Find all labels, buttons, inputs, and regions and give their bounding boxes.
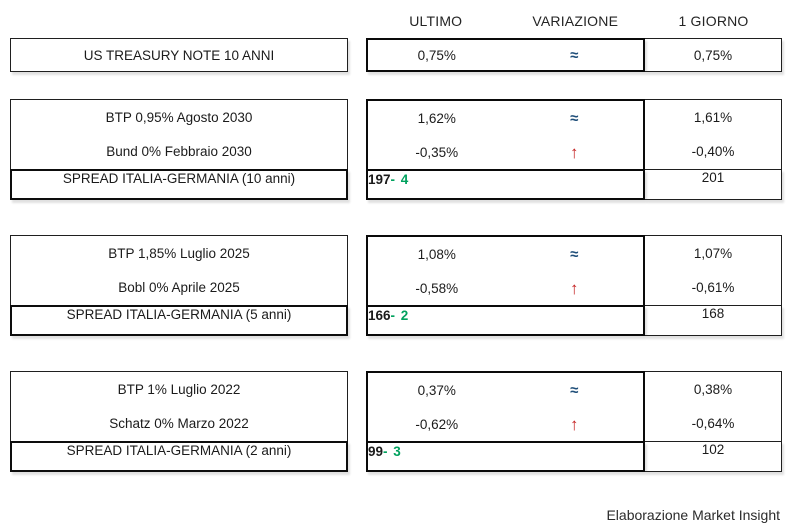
spread-giorno: 102 (701, 442, 725, 457)
up-arrow-icon: ↑ (570, 414, 579, 434)
giorno-box: 0,38% -0,64% (645, 371, 782, 441)
values-box: 1,62% ≈ -0,35% ↑ (366, 99, 645, 169)
instrument-label: BTP 1,85% Luglio 2025 (108, 245, 250, 261)
us-treasury-section: US TREASURY NOTE 10 ANNI 0,75% ≈ 0,75% (10, 38, 794, 72)
ultimo-value: 0,37% (417, 382, 456, 398)
spread-5y-section: BTP 1,85% Luglio 2025 Bobl 0% Aprile 202… (10, 235, 794, 336)
instrument-label: Bund 0% Febbraio 2030 (106, 144, 252, 160)
spread-giorno: 201 (701, 170, 725, 185)
spread-variation: - 2 (390, 308, 410, 323)
column-header-variazione: VARIAZIONE (532, 13, 619, 29)
spread-giorno-cell: 201 (645, 169, 782, 200)
labels-box: US TREASURY NOTE 10 ANNI (10, 38, 348, 72)
column-headers: ULTIMO VARIAZIONE 1 GIORNO (10, 8, 794, 34)
giorno-value: 1,07% (693, 245, 733, 261)
values-box: 0,37% ≈ -0,62% ↑ (366, 371, 645, 441)
instrument-label: BTP 1% Luglio 2022 (117, 381, 241, 397)
up-arrow-icon: ↑ (570, 278, 579, 298)
giorno-value: -0,64% (691, 416, 735, 432)
spread-label-cell: SPREAD ITALIA-GERMANIA (2 anni) (10, 441, 348, 472)
giorno-value: 0,38% (693, 381, 733, 397)
ultimo-value: -0,58% (415, 280, 459, 296)
instrument-label: BTP 0,95% Agosto 2030 (105, 109, 253, 125)
spread-value: 166 (368, 308, 391, 323)
labels-box: BTP 1% Luglio 2022 Schatz 0% Marzo 2022 (10, 371, 348, 441)
approx-equal-icon: ≈ (570, 245, 579, 263)
spread-label: SPREAD ITALIA-GERMANIA (5 anni) (66, 307, 292, 322)
giorno-value: -0,61% (691, 280, 735, 296)
column-header-ultimo: ULTIMO (409, 13, 463, 29)
spread-values-cell: 99 - 3 (366, 441, 645, 472)
values-box: 1,08% ≈ -0,58% ↑ (366, 235, 645, 305)
spread-giorno-cell: 168 (645, 305, 782, 336)
instrument-label: Bobl 0% Aprile 2025 (118, 280, 240, 296)
giorno-value: 1,61% (693, 109, 733, 125)
labels-box: BTP 1,85% Luglio 2025 Bobl 0% Aprile 202… (10, 235, 348, 305)
ultimo-value: -0,35% (415, 144, 459, 160)
spread-values-cell: 166 - 2 (366, 305, 645, 336)
approx-equal-icon: ≈ (570, 46, 579, 64)
giorno-value: 0,75% (693, 47, 733, 63)
spread-value: 197 (368, 172, 391, 187)
ultimo-value: 1,62% (417, 110, 456, 126)
ultimo-value: 0,75% (417, 47, 456, 63)
spread-values-cell: 197 - 4 (366, 169, 645, 200)
spread-giorno: 168 (701, 306, 725, 321)
spread-2y-section: BTP 1% Luglio 2022 Schatz 0% Marzo 2022 … (10, 371, 794, 472)
spread-value: 99 (368, 444, 384, 459)
giorno-value: -0,40% (691, 144, 735, 160)
labels-box: BTP 0,95% Agosto 2030 Bund 0% Febbraio 2… (10, 99, 348, 169)
spread-variation: - 4 (390, 172, 410, 187)
giorno-box: 1,07% -0,61% (645, 235, 782, 305)
approx-equal-icon: ≈ (570, 109, 579, 127)
approx-equal-icon: ≈ (570, 381, 579, 399)
spread-label: SPREAD ITALIA-GERMANIA (10 anni) (62, 171, 296, 186)
giorno-box: 1,61% -0,40% (645, 99, 782, 169)
spread-label-cell: SPREAD ITALIA-GERMANIA (5 anni) (10, 305, 348, 336)
column-header-giorno: 1 GIORNO (678, 13, 749, 29)
header-mid-columns: ULTIMO VARIAZIONE (366, 8, 645, 34)
spread-label: SPREAD ITALIA-GERMANIA (2 anni) (66, 443, 292, 458)
values-box: 0,75% ≈ (366, 38, 645, 72)
ultimo-value: 1,08% (417, 246, 456, 262)
spread-10y-section: BTP 0,95% Agosto 2030 Bund 0% Febbraio 2… (10, 99, 794, 200)
instrument-label: Schatz 0% Marzo 2022 (109, 416, 249, 432)
spread-giorno-cell: 102 (645, 441, 782, 472)
spread-variation: - 3 (383, 444, 402, 459)
instrument-label: US TREASURY NOTE 10 ANNI (83, 47, 275, 63)
ultimo-value: -0,62% (415, 416, 459, 432)
spread-label-cell: SPREAD ITALIA-GERMANIA (10 anni) (10, 169, 348, 200)
up-arrow-icon: ↑ (570, 142, 579, 162)
attribution-text: Elaborazione Market Insight (606, 507, 780, 523)
giorno-box: 0,75% (645, 38, 782, 72)
